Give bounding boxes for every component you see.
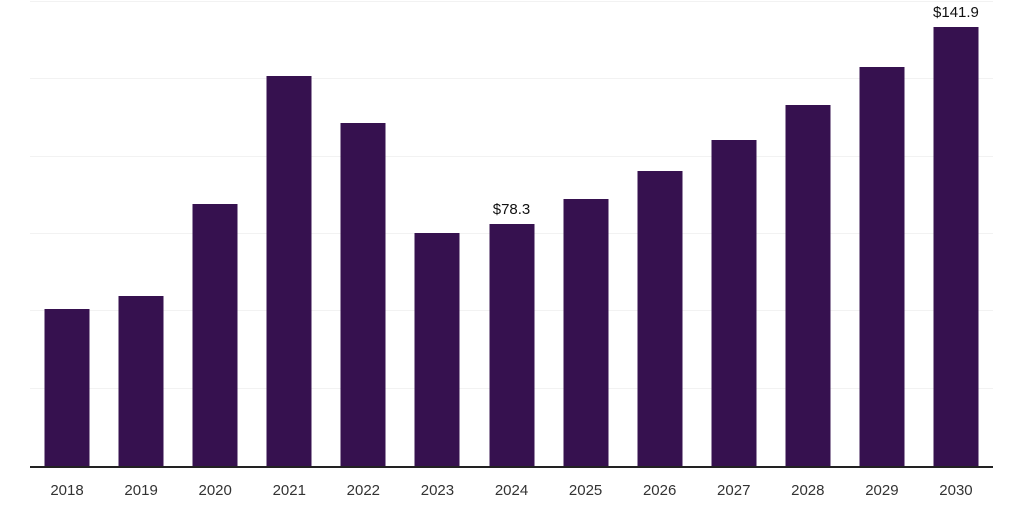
bar-slot-2020 (178, 0, 252, 466)
bar-2025 (563, 198, 609, 466)
x-tick-2025: 2025 (568, 482, 603, 499)
bar-slot-2030: $141.9 (919, 0, 993, 466)
x-tick-2018: 2018 (50, 482, 84, 499)
bar-slot-2018 (30, 0, 104, 466)
x-tick-2020: 2020 (198, 482, 232, 499)
bar-slot-2021 (252, 0, 326, 466)
bar-2026 (637, 170, 683, 466)
gridline-150 (30, 1, 993, 2)
bar-slot-2026 (623, 0, 697, 466)
bar-2029 (859, 66, 905, 466)
x-tick-2019: 2019 (124, 482, 158, 499)
plot-area: $78.3 $141.9 (30, 0, 993, 468)
bar-2023 (414, 232, 460, 466)
bar-2019 (118, 295, 164, 466)
gridline-125 (30, 78, 993, 80)
bar-2021 (266, 75, 312, 466)
x-tick-2023: 2023 (420, 482, 455, 499)
x-tick-2027: 2027 (717, 482, 751, 499)
bar-slot-2024: $78.3 (474, 0, 548, 466)
x-tick-2029: 2029 (865, 482, 899, 499)
bar-slot-2028 (771, 0, 845, 466)
x-axis-labels: 2018 2019 2020 2021 2022 2023 2024 2025 2026 2027… (30, 482, 993, 500)
bar-2022 (340, 122, 386, 466)
x-tick-2026: 2026 (642, 482, 677, 499)
bar-2018 (44, 309, 90, 466)
x-tick-2030: 2030 (939, 482, 973, 499)
data-label-2030: $141.9 (933, 4, 979, 22)
bar-2020 (192, 203, 238, 466)
bar-slot-2019 (104, 0, 178, 466)
bar-slot-2023 (400, 0, 474, 466)
x-tick-2024: 2024 (494, 482, 529, 499)
bar-2027 (711, 139, 757, 466)
x-tick-2028: 2028 (791, 482, 825, 499)
bar-2028 (785, 105, 831, 466)
gridline-100 (30, 155, 993, 157)
bar-slot-2022 (326, 0, 400, 466)
x-tick-2022: 2022 (346, 482, 381, 499)
bar-slot-2027 (697, 0, 771, 466)
bar-2030 (933, 27, 979, 466)
bars-layer: $78.3 $141.9 (30, 0, 993, 466)
bar-2024 (489, 223, 534, 466)
bar-slot-2025 (549, 0, 623, 466)
x-tick-2021: 2021 (272, 482, 306, 499)
x-axis-line (30, 466, 993, 468)
bar-slot-2029 (845, 0, 919, 466)
data-label-2024: $78.3 (492, 200, 531, 218)
